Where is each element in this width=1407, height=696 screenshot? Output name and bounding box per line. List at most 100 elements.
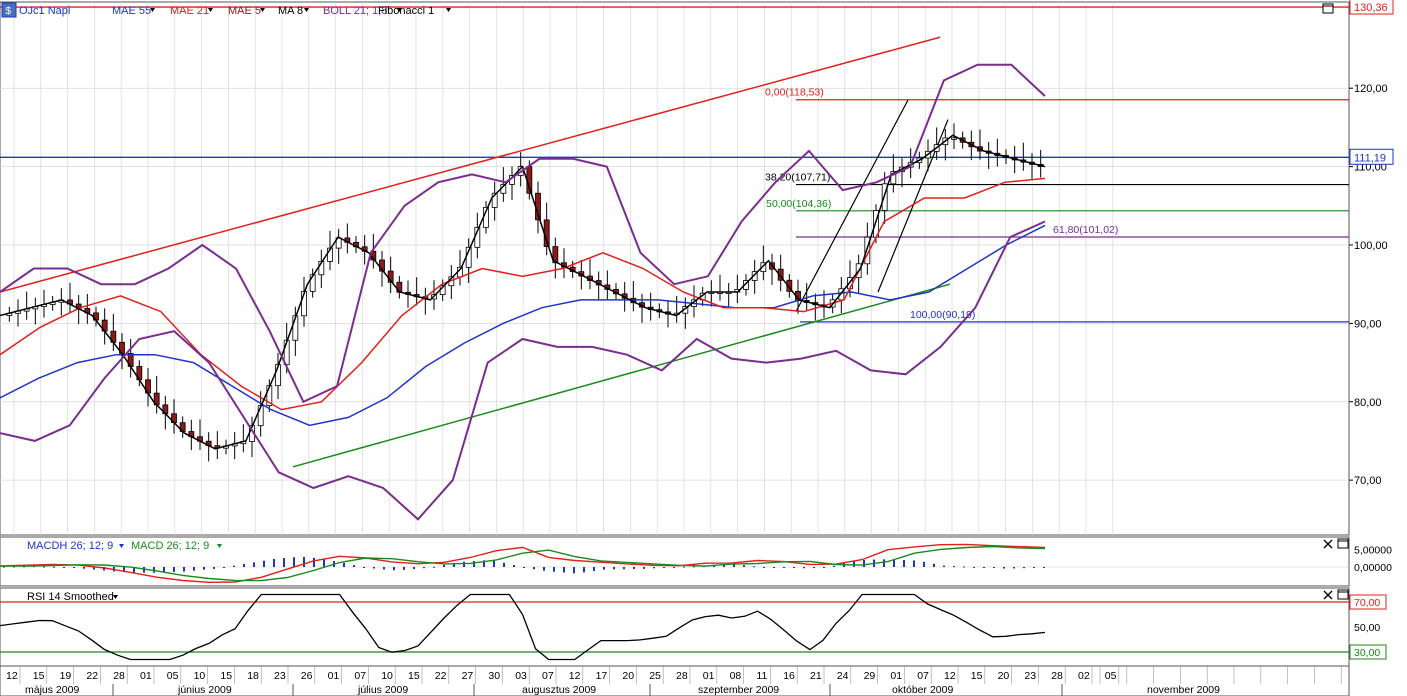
date-tick-label: 18 — [247, 670, 259, 682]
candle-body — [491, 192, 498, 208]
chevron-down-icon[interactable] — [446, 8, 451, 12]
macd-histogram-bar — [663, 567, 665, 568]
date-tick-label: 01 — [890, 670, 902, 682]
instrument-label[interactable]: OJc1 Napi — [19, 5, 70, 17]
macd-signal-line — [0, 545, 1046, 582]
rsi-line — [0, 593, 1046, 661]
chevron-down-icon[interactable] — [208, 8, 213, 12]
macd-histogram-bar — [613, 567, 615, 570]
macd-indicator-label[interactable]: MACD 26; 12; 9 — [131, 540, 209, 552]
macd-panel-maximize-icon[interactable] — [1337, 538, 1349, 549]
indicator-toolbar: $ OJc1 Napi MAE 55 MAE 21 MAE 5 MA 8 BOLL 21;… — [1, 2, 451, 18]
macd-histogram-bar — [163, 567, 165, 573]
macd-histogram-bar — [593, 567, 595, 572]
indicator-label[interactable]: MAE 5 — [228, 5, 261, 17]
indicator-label[interactable]: BOLL 21; 1,8 — [323, 5, 387, 17]
macd-histogram-bar — [533, 567, 535, 570]
chevron-down-icon[interactable] — [397, 8, 402, 12]
macd-histogram-bar — [293, 557, 295, 567]
trendline-support[interactable] — [292, 283, 951, 468]
date-tick-label: 12 — [569, 670, 581, 682]
macd-histogram-bar — [273, 558, 275, 567]
indicator-label[interactable]: MA 8 — [278, 5, 303, 17]
rsi-panel-maximize-icon[interactable] — [1337, 589, 1349, 600]
date-tick-label: 15 — [408, 670, 420, 682]
candle-body — [318, 261, 325, 276]
date-tick-label: 28 — [676, 670, 688, 682]
macd-histogram-bar — [1013, 567, 1015, 569]
chevron-down-icon[interactable] — [260, 8, 265, 12]
trendline-resistance[interactable] — [0, 36, 941, 293]
candle-body — [301, 290, 307, 317]
chevron-down-icon[interactable] — [119, 544, 124, 548]
macd-histogram-bar — [493, 560, 495, 567]
macd-histogram-bar — [303, 556, 305, 567]
macd-histogram-bar — [93, 567, 95, 570]
fibonacci-label: 0,00(118,53) — [765, 87, 824, 99]
fibonacci-label: 61,80(101,02) — [1053, 224, 1118, 236]
indicator-label[interactable]: Fibonacci 1 — [378, 5, 434, 17]
month-label: május 2009 — [25, 684, 79, 696]
date-tick-label: 01 — [328, 670, 340, 682]
macd-histogram-bar — [43, 566, 45, 568]
chevron-down-icon[interactable] — [113, 595, 118, 599]
candle-body — [881, 183, 888, 211]
macd-histogram-bar — [583, 567, 585, 573]
macd-histogram-bar — [213, 567, 215, 569]
date-tick-label: 12 — [6, 670, 18, 682]
date-tick-label: 27 — [462, 670, 474, 682]
macd-histogram-bar — [323, 559, 325, 567]
date-tick-label: 15 — [220, 670, 232, 682]
date-tick-label: 22 — [86, 670, 98, 682]
macd-histogram-bar — [513, 564, 515, 567]
rsi-tick-label: 50,00 — [1354, 622, 1380, 634]
rsi-indicator-label[interactable]: RSI 14 Smoothed — [27, 591, 114, 603]
macd-histogram-bar — [883, 559, 885, 567]
macd-histogram-bar — [823, 567, 825, 568]
indicator-label[interactable]: MAE 21 — [170, 5, 209, 17]
rsi-panel-close-icon[interactable] — [1323, 590, 1333, 600]
candle-body — [777, 268, 784, 281]
svg-text:$: $ — [6, 6, 12, 17]
date-tick-label: 10 — [194, 670, 206, 682]
indicator-label[interactable]: MAE 55 — [112, 5, 151, 17]
macd-histogram-bar — [373, 567, 375, 569]
macd-tick-label: 0,00000 — [1354, 562, 1392, 574]
macd-histogram-bar — [123, 567, 125, 573]
macd-histogram-bar — [923, 561, 925, 567]
date-tick-label: 28 — [113, 670, 125, 682]
macd-histogram-bar — [853, 561, 855, 567]
price-tick-label: 100,00 — [1354, 240, 1388, 252]
macd-histogram-bar — [973, 566, 975, 568]
month-label: szeptember 2009 — [698, 684, 779, 696]
macd-histogram-bar — [433, 566, 435, 568]
macd-histogram-bar — [263, 560, 265, 567]
date-tick-label: 20 — [622, 670, 634, 682]
macd-histogram-bar — [283, 557, 285, 567]
date-tick-label: 05 — [1105, 670, 1117, 682]
macd-histogram-bar — [343, 562, 345, 567]
macd-histogram-bar — [173, 567, 175, 572]
date-tick-label: 25 — [649, 670, 661, 682]
chevron-down-icon[interactable] — [217, 544, 222, 548]
macd-histogram-bar — [203, 567, 205, 570]
chevron-down-icon[interactable] — [150, 8, 155, 12]
macd-histogram-bar — [773, 567, 775, 568]
macd-indicator-label[interactable]: MACDH 26; 12; 9 — [27, 540, 113, 552]
macd-histogram-bar — [13, 566, 15, 568]
macd-histogram-bar — [743, 565, 745, 567]
macd-histogram-bar — [463, 561, 465, 567]
macd-panel-close-icon[interactable] — [1323, 539, 1333, 549]
price-tick-label: 70,00 — [1354, 475, 1382, 487]
macd-histogram-bar — [693, 566, 695, 568]
date-tick-label: 02 — [1078, 670, 1090, 682]
price-panel-maximize-icon[interactable] — [1322, 3, 1334, 14]
macd-histogram-bar — [183, 567, 185, 572]
instrument-icon[interactable] — [1, 2, 17, 18]
macd-histogram-bar — [903, 559, 905, 567]
macd-histogram-bar — [573, 567, 575, 574]
macd-panel — [0, 536, 1350, 587]
trendline-channel[interactable] — [795, 99, 909, 312]
chevron-down-icon[interactable] — [304, 8, 309, 12]
date-tick-label: 29 — [864, 670, 876, 682]
